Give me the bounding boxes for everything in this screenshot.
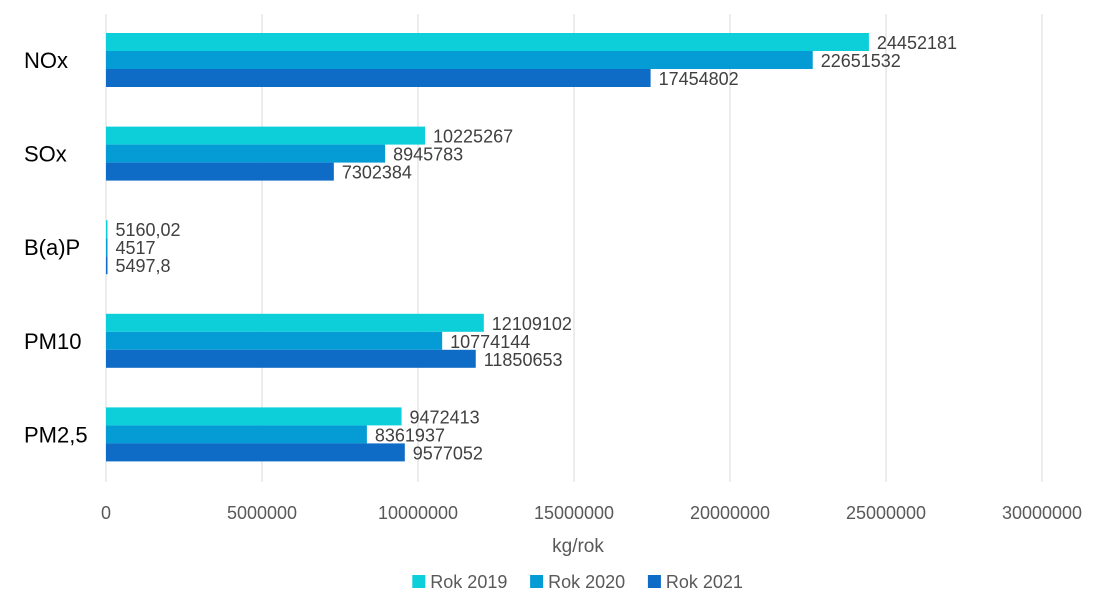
- bar: [106, 331, 443, 350]
- category-labels: NOx SOx B(a)P PM10 PM2,5: [24, 48, 88, 447]
- x-tick-label: 25000000: [846, 503, 926, 523]
- bar: [106, 443, 405, 462]
- category-label: SOx: [24, 142, 67, 167]
- bar: [106, 349, 476, 368]
- data-label: 7302384: [342, 163, 412, 183]
- data-label: 8945783: [393, 145, 463, 165]
- x-axis-tick-labels: 0 5000000 10000000 15000000 20000000 25000000…: [101, 503, 1082, 523]
- legend-label: Rok 2019: [430, 572, 507, 592]
- data-label: 4517: [116, 238, 156, 258]
- data-label: 11850653: [484, 350, 563, 370]
- x-tick-label: 20000000: [690, 503, 770, 523]
- x-tick-label: 30000000: [1002, 503, 1082, 523]
- category-label: PM2,5: [24, 422, 88, 447]
- legend-swatch: [647, 575, 661, 588]
- category-label: B(a)P: [24, 235, 80, 260]
- data-label: 9577052: [413, 443, 483, 463]
- bar: [106, 144, 386, 163]
- data-label: 8361937: [375, 425, 445, 445]
- bar: [106, 162, 334, 181]
- legend-swatch: [412, 575, 426, 588]
- bar: [106, 51, 813, 69]
- bar: [106, 425, 367, 444]
- legend-swatch: [530, 575, 544, 588]
- legend-label: Rok 2021: [666, 572, 743, 592]
- bar: [106, 33, 869, 51]
- x-tick-label: 10000000: [378, 503, 458, 523]
- category-label: NOx: [24, 48, 68, 73]
- data-label: 22651532: [821, 51, 901, 71]
- gridlines: [105, 14, 1043, 482]
- bars: [106, 33, 869, 462]
- data-label: 5160,02: [116, 220, 181, 240]
- data-label: 10225267: [433, 127, 513, 147]
- data-label: 17454802: [659, 69, 739, 89]
- data-label: 12109102: [492, 314, 572, 334]
- x-tick-label: 0: [101, 503, 111, 523]
- bar: [106, 407, 402, 426]
- bar: [106, 220, 108, 239]
- data-label: 24452181: [877, 33, 957, 53]
- bar: [106, 126, 426, 145]
- category-label: PM10: [24, 329, 81, 354]
- bar: [106, 256, 108, 275]
- x-tick-label: 15000000: [534, 503, 614, 523]
- data-label: 9472413: [410, 407, 480, 427]
- legend-label: Rok 2020: [548, 572, 625, 592]
- bar: [106, 69, 651, 87]
- bar: [106, 313, 484, 332]
- x-tick-label: 5000000: [227, 503, 297, 523]
- data-label: 5497,8: [116, 256, 171, 276]
- bar: [106, 238, 108, 257]
- legend: Rok 2019 Rok 2020 Rok 2021: [412, 572, 743, 592]
- data-label: 10774144: [450, 332, 530, 352]
- x-axis-title: kg/rok: [552, 536, 604, 557]
